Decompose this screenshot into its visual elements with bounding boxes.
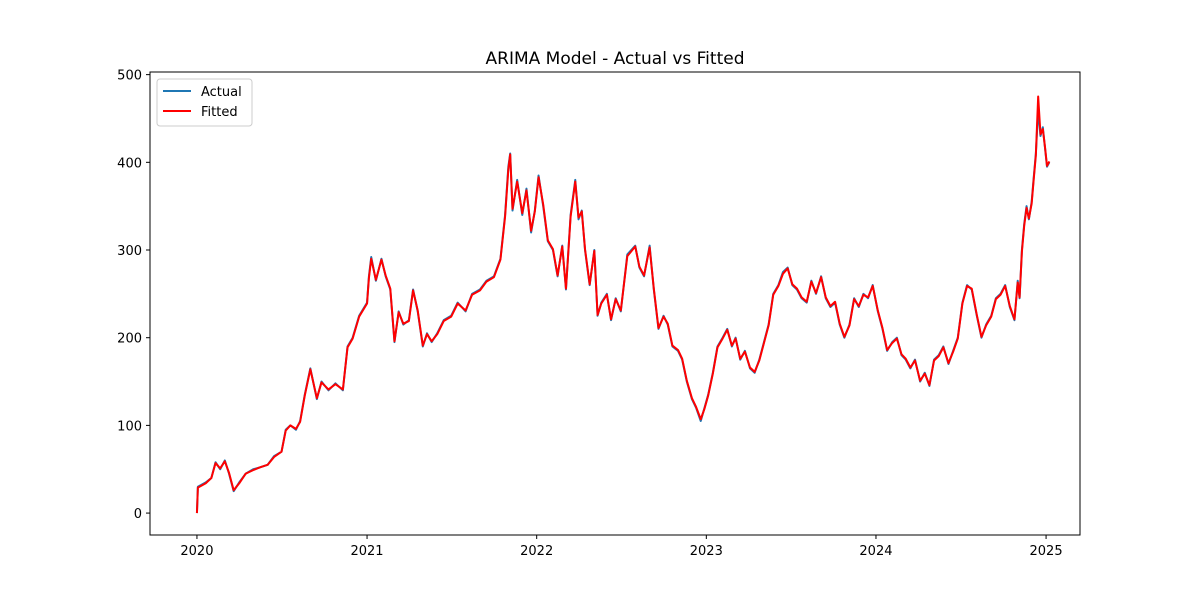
x-tick-label: 2021 — [350, 544, 383, 559]
y-tick-label: 0 — [134, 507, 142, 522]
y-tick-label: 200 — [117, 332, 142, 347]
y-tick-label: 300 — [117, 244, 142, 259]
series-line-fitted — [195, 95, 1051, 514]
series-layer — [195, 95, 1051, 514]
y-tick-label: 500 — [117, 69, 142, 84]
x-tick-label: 2020 — [180, 544, 213, 559]
y-tick-label: 400 — [117, 156, 142, 171]
plot-frame — [149, 71, 1081, 536]
x-tick-label: 2024 — [859, 544, 892, 559]
x-tick-label: 2025 — [1030, 544, 1063, 559]
legend-label-fitted: Fitted — [201, 105, 238, 120]
y-tick-label: 100 — [117, 419, 142, 434]
legend: Actual Fitted — [156, 78, 253, 127]
x-tick-label: 2022 — [520, 544, 553, 559]
y-axis: 0 100 200 300 400 500 — [117, 69, 150, 522]
chart-title: ARIMA Model - Actual vs Fitted — [486, 49, 745, 69]
x-axis: 2020 2021 2022 2023 2024 2025 — [180, 535, 1063, 559]
x-tick-label: 2023 — [690, 544, 723, 559]
legend-label-actual: Actual — [201, 85, 242, 100]
